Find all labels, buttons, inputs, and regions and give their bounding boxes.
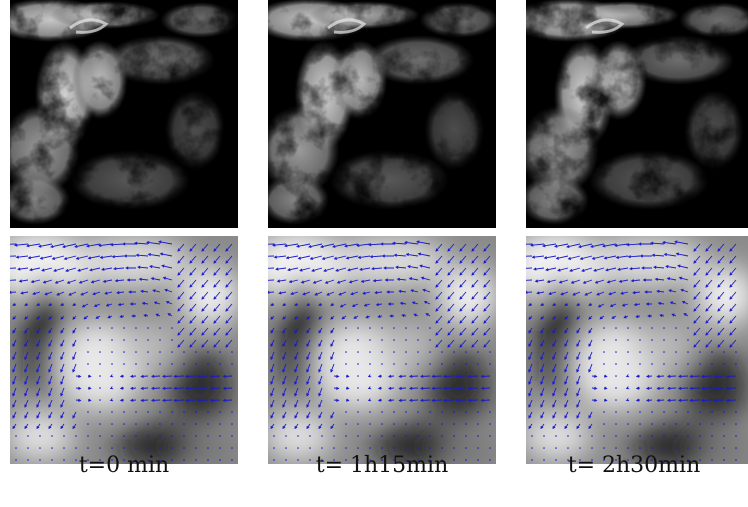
motion-field-image [268,236,496,464]
cloud-image-t2 [526,0,748,228]
vector-field-t0 [10,236,238,464]
vector-field-t1 [268,236,496,464]
caption-t2: t= 2h30min [567,453,701,478]
satellite-image [10,0,238,228]
vector-field-t2 [526,236,748,464]
caption-t1: t= 1h15min [315,453,449,478]
motion-field-image [10,236,238,464]
motion-field-image [526,236,748,464]
satellite-image [526,0,748,228]
cloud-image-t0 [10,0,238,228]
cloud-image-t1 [268,0,496,228]
caption-t0: t=0 min [78,453,170,478]
satellite-image [268,0,496,228]
